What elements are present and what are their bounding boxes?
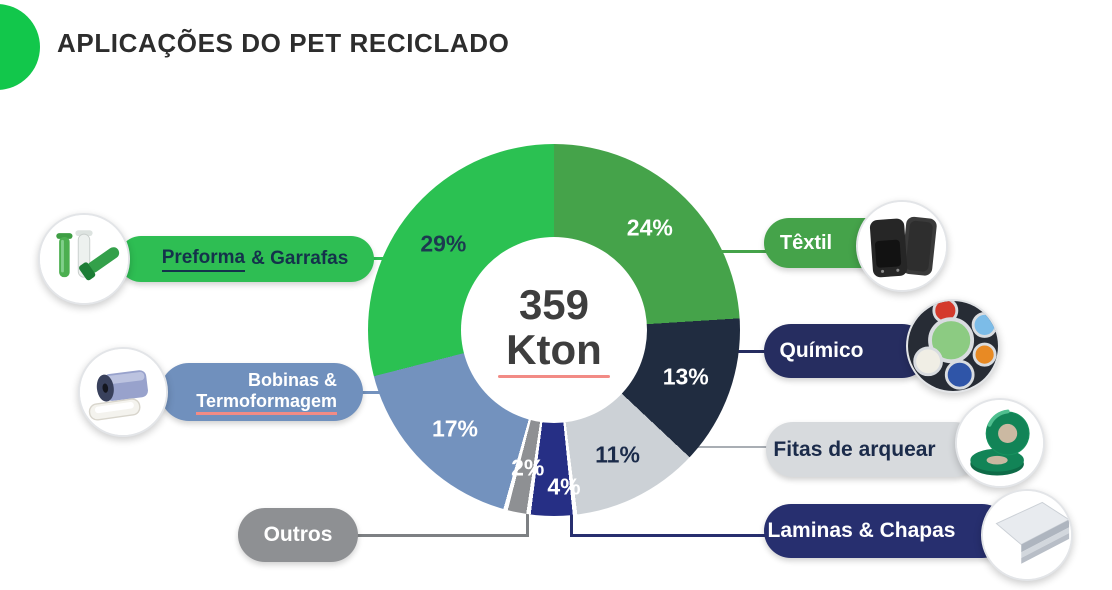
donut-chart: 359 Kton 24% 13% 11% 4% 2% 17% 29% xyxy=(368,144,740,516)
center-total-unit: Kton xyxy=(506,325,602,373)
callout-label-line2: Termoformagem xyxy=(196,391,337,415)
plastic-sheets-icon xyxy=(983,491,1071,579)
donut-hole: 359 Kton xyxy=(461,237,647,423)
slice-percent-label: 17% xyxy=(431,415,479,442)
callout-label-part: & Garrafas xyxy=(251,248,349,269)
slice-percent-label: 2% xyxy=(511,454,545,481)
callout-pill-outros: Outros xyxy=(238,508,358,562)
film-roll-and-tray-icon xyxy=(80,349,166,435)
callout-pill-laminas-chapas: Laminas & Chapas xyxy=(764,504,1009,558)
strapping-tape-rolls-icon xyxy=(957,400,1043,486)
callout-pill-preforma-garrafas: Preforma & Garrafas xyxy=(118,236,374,282)
connector-laminas xyxy=(570,514,769,537)
slice-percent-label: 11% xyxy=(595,441,640,468)
paint-cans-icon xyxy=(908,301,998,391)
page-title: APLICAÇÕES DO PET RECICLADO xyxy=(57,28,510,58)
callout-label-part: Preforma xyxy=(161,247,246,272)
callout-pill-fitas-de-arquear: Fitas de arquear xyxy=(766,422,981,477)
slice-percent-label: 4% xyxy=(547,473,581,500)
callout-label: Laminas & Chapas xyxy=(767,519,956,542)
callout-label: Fitas de arquear xyxy=(773,437,936,461)
connector-fitas xyxy=(697,446,770,448)
connector-bobinas xyxy=(358,391,386,394)
slice-percent-label: 29% xyxy=(420,230,467,257)
connector-quimico xyxy=(736,350,768,353)
connector-outros xyxy=(356,512,529,537)
slice-percent-label: 24% xyxy=(626,214,673,241)
callout-pill-bobinas-termoformagem: Bobinas & Termoformagem xyxy=(160,363,363,421)
header-accent-dot xyxy=(0,4,40,90)
quimico-image xyxy=(906,299,1000,393)
pet-preforms-icon xyxy=(40,215,128,303)
slice-percent-label: 13% xyxy=(662,363,709,390)
red-underline xyxy=(498,374,610,378)
callout-label: Químico xyxy=(779,339,864,362)
callout-label: Têxtil xyxy=(779,231,833,254)
callout-pill-quimico: Químico xyxy=(764,324,929,378)
center-total-value: 359 xyxy=(518,280,590,328)
bobinas-image xyxy=(78,347,168,437)
textil-image xyxy=(856,200,948,292)
preforma-image xyxy=(38,213,130,305)
callout-label: Outros xyxy=(263,523,333,546)
fitas-image xyxy=(955,398,1045,488)
callout-label-line1: Bobinas & xyxy=(247,369,337,390)
connector-textil xyxy=(722,250,768,253)
car-floor-mats-icon xyxy=(858,202,946,290)
laminas-image xyxy=(981,489,1073,581)
